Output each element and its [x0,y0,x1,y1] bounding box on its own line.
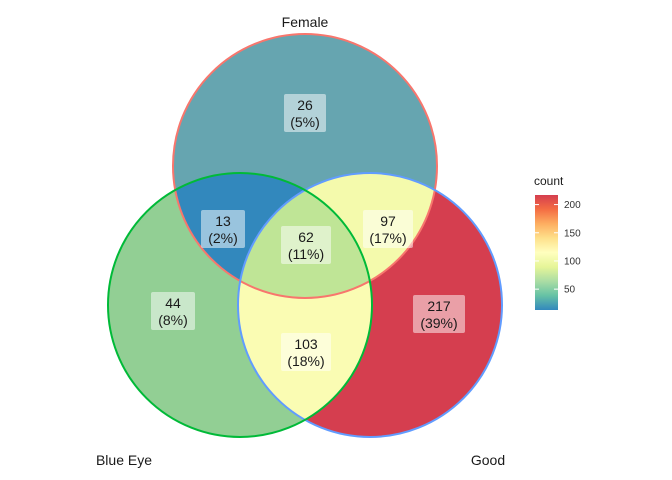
region-label-female-good: 97 (17%) [363,210,413,248]
region-label-female-only: 26 (5%) [284,94,326,132]
legend-colorbar [535,195,558,310]
percent-female-good: (17%) [369,230,406,246]
region-labels: 26 (5%) 13 (2%) 97 (17%) 62 (11%) 44 (8%… [151,94,465,371]
set-label-female: Female [282,14,329,30]
legend-ticks: 50 100 150 200 [535,200,581,296]
region-label-blue-eye-good: 103 (18%) [281,333,331,371]
count-all-three: 62 [298,229,314,245]
set-label-good: Good [471,452,505,468]
legend-tick-label: 150 [564,228,581,239]
legend-title: count [534,174,564,188]
region-label-blue-eye-only: 44 (8%) [151,292,195,330]
count-good-only: 217 [427,298,451,314]
outline-female [172,33,438,299]
region-label-all-three: 62 (11%) [281,226,331,264]
percent-good-only: (39%) [420,315,457,331]
outline-good [237,172,503,438]
count-blue-eye-good: 103 [294,336,318,352]
legend-tick-label: 100 [564,256,581,267]
count-blue-eye-only: 44 [165,295,181,311]
percent-blue-eye-only: (8%) [158,312,188,328]
legend-tick-label: 50 [564,285,576,296]
count-female-good: 97 [380,213,396,229]
legend-tick-label: 200 [564,200,581,211]
outline-blue-eye [107,172,373,438]
percent-female-blue-eye: (2%) [208,230,238,246]
set-outlines [107,33,503,438]
region-label-good-only: 217 (39%) [413,295,465,333]
count-female-only: 26 [297,97,313,113]
percent-all-three: (11%) [288,246,324,262]
percent-blue-eye-good: (18%) [287,353,324,369]
color-legend: count 50 100 150 200 [534,174,581,310]
region-label-female-blue-eye: 13 (2%) [201,210,245,248]
set-label-blue-eye: Blue Eye [96,452,152,468]
count-female-blue-eye: 13 [215,213,231,229]
percent-female-only: (5%) [290,114,320,130]
